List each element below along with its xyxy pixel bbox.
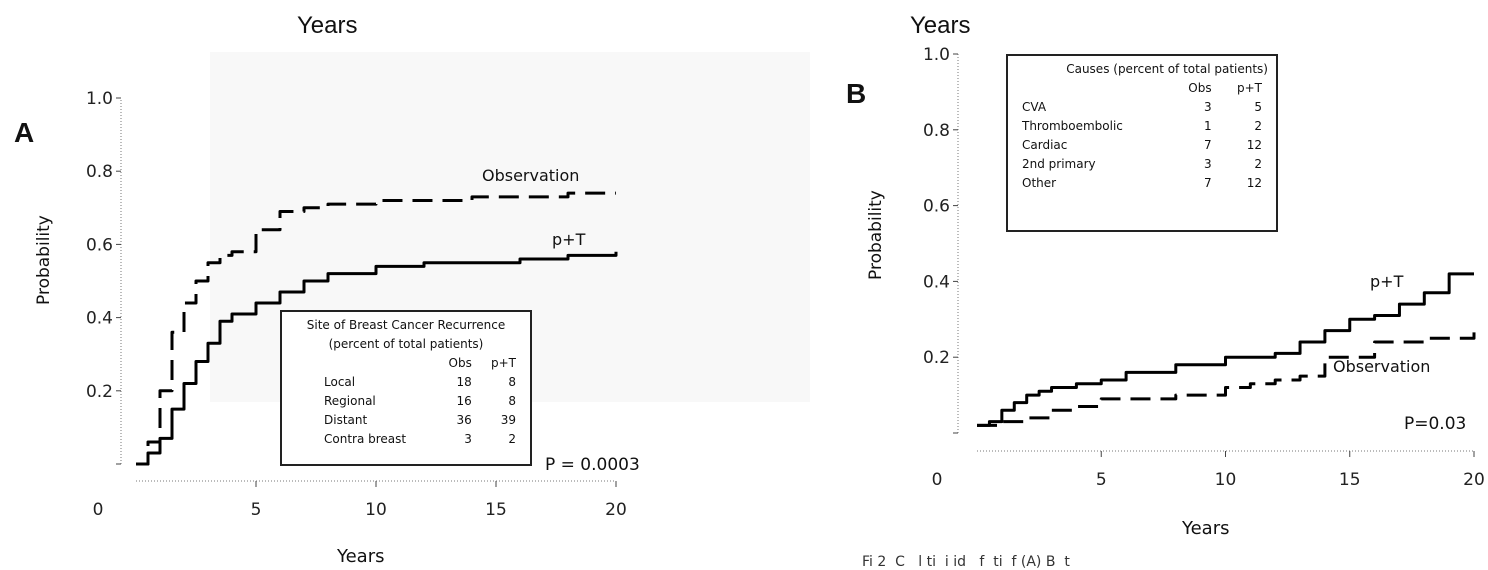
panel-letter-a: A xyxy=(14,117,35,148)
x-tick-label: 20 xyxy=(1463,470,1485,490)
series-label-a-observation: Observation xyxy=(482,166,580,185)
x-tick-label: 10 xyxy=(365,500,387,520)
legend-title-a: Site of Breast Cancer Recurrence xyxy=(306,318,506,332)
legend-row-label: 2nd primary xyxy=(1022,157,1096,171)
legend-row-pt: 8 xyxy=(508,394,516,408)
legend-row-obs: 18 xyxy=(456,375,472,389)
legend-row-a: Local 18 8 xyxy=(290,373,522,392)
legend-row-pt: 5 xyxy=(1254,100,1262,114)
panel-letter-b: B xyxy=(846,78,867,109)
legend-col-obs-b: Obs xyxy=(1188,81,1212,95)
p-value-b: P=0.03 xyxy=(1404,414,1467,434)
top-title-right: Years xyxy=(910,12,971,39)
legend-row-obs: 3 xyxy=(1203,157,1212,171)
x-tick-label: 5 xyxy=(251,500,262,520)
legend-row-b: Cardiac 7 12 xyxy=(1016,136,1268,155)
x-tick-label: 15 xyxy=(485,500,507,520)
y-tick-label: 1.0 xyxy=(86,89,113,109)
series-line-p-t xyxy=(977,272,1474,427)
top-title-left: Years xyxy=(297,12,358,39)
legend-box-a: Site of Breast Cancer Recurrence (percen… xyxy=(280,310,532,466)
y-tick-label: 0.8 xyxy=(923,121,950,141)
legend-row-pt: 2 xyxy=(1254,119,1262,133)
legend-row-label: Local xyxy=(324,375,356,389)
legend-row-label: Distant xyxy=(324,413,368,427)
series-label-a-pt: p+T xyxy=(552,230,586,249)
y-tick-label: 0.4 xyxy=(86,309,113,329)
legend-row-pt: 39 xyxy=(500,413,516,427)
legend-col-pt-a: p+T xyxy=(490,356,516,370)
x-tick-label: 0 xyxy=(93,500,104,520)
x-tick-label: 10 xyxy=(1215,470,1237,490)
legend-row-a: Regional 16 8 xyxy=(290,392,522,411)
x-tick-label: 15 xyxy=(1339,470,1361,490)
x-tick-label: 5 xyxy=(1096,470,1107,490)
legend-row-obs: 3 xyxy=(464,432,472,446)
legend-row-pt: 2 xyxy=(508,432,516,446)
y-tick-label: 0.2 xyxy=(923,348,950,368)
x-axis-label-a: Years xyxy=(337,546,385,567)
legend-row-b: Thromboembolic 1 2 xyxy=(1016,117,1268,136)
x-axis-label-b: Years xyxy=(1182,518,1230,539)
series-line-observation xyxy=(136,191,616,466)
legend-row-label: CVA xyxy=(1022,100,1047,114)
legend-row-label: Thromboembolic xyxy=(1022,119,1123,133)
legend-row-label: Contra breast xyxy=(324,432,407,446)
legend-col-pt-b: p+T xyxy=(1236,81,1262,95)
legend-row-label: Regional xyxy=(324,394,376,408)
x-tick-label: 20 xyxy=(605,500,627,520)
y-tick-label: 0.8 xyxy=(86,162,113,182)
legend-title-b: Causes (percent of total patients) xyxy=(1066,62,1268,76)
y-tick-label: 0.4 xyxy=(923,272,950,292)
legend-row-b: Other 7 12 xyxy=(1016,174,1268,193)
legend-row-pt: 2 xyxy=(1254,157,1262,171)
legend-row-obs: 1 xyxy=(1203,119,1212,133)
legend-row-obs: 3 xyxy=(1203,100,1212,114)
legend-row-obs: 36 xyxy=(456,413,472,427)
legend-row-obs: 7 xyxy=(1203,176,1212,190)
legend-box-b: Causes (percent of total patients) Obs p… xyxy=(1006,54,1278,232)
x-tick-label: 0 xyxy=(932,470,943,490)
legend-row-b: 2nd primary 3 2 xyxy=(1016,155,1268,174)
legend-row-label: Cardiac xyxy=(1022,138,1068,152)
legend-row-a: Contra breast 3 2 xyxy=(290,430,522,449)
legend-row-b: CVA 3 5 xyxy=(1016,98,1268,117)
legend-table-a: Obs p+T Local 18 8 Regional 16 8 Distant… xyxy=(290,354,522,449)
caption-fragment: Fi 2 C l ti i id f ti f (A) B t xyxy=(862,554,1101,570)
plot-a: 0.2 0.4 0.6 0.8 1.0 0 5 10 15 20 xyxy=(86,89,627,520)
legend-row-obs: 16 xyxy=(456,394,472,408)
p-value-a: P = 0.0003 xyxy=(545,455,640,475)
series-label-b-pt: p+T xyxy=(1370,272,1404,291)
y-tick-label: 1.0 xyxy=(923,45,950,65)
legend-row-pt: 8 xyxy=(508,375,516,389)
series-line-p-t xyxy=(136,251,618,466)
legend-table-b: Obs p+T CVA 3 5 Thromboembolic 1 2 Cardi… xyxy=(1016,79,1268,193)
y-tick-label: 0.2 xyxy=(86,382,113,402)
legend-col-obs-a: Obs xyxy=(448,356,472,370)
legend-row-pt: 12 xyxy=(1246,138,1262,152)
y-tick-label: 0.6 xyxy=(923,197,950,217)
legend-row-label: Other xyxy=(1022,176,1057,190)
series-line-observation xyxy=(977,326,1476,427)
y-tick-label: 0.6 xyxy=(86,235,113,255)
series-label-b-observation: Observation xyxy=(1333,357,1431,376)
legend-row-a: Distant 36 39 xyxy=(290,411,522,430)
legend-row-obs: 7 xyxy=(1203,138,1212,152)
legend-row-pt: 12 xyxy=(1246,176,1262,190)
legend-subtitle-a: (percent of total patients) xyxy=(328,337,484,351)
